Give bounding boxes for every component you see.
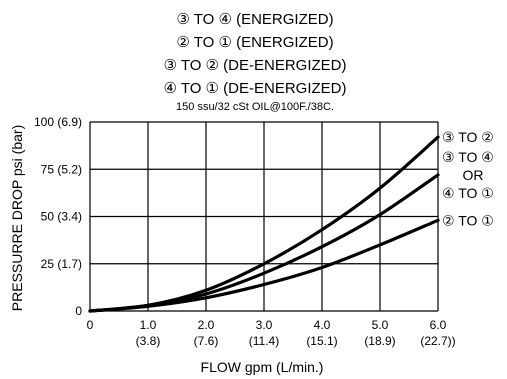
- y-tick-label: 0: [75, 304, 82, 318]
- series-label: ③ TO ④: [442, 149, 494, 165]
- series-line-3: [88, 218, 440, 313]
- x-tick-label: 1.0: [140, 318, 157, 332]
- x-tick-label: 2.0: [198, 318, 215, 332]
- y-tick-label: 50 (3.4): [41, 210, 82, 224]
- x-tick-sublabel: (18.9): [364, 334, 395, 348]
- y-tick-label: 100 (6.9): [34, 115, 82, 129]
- chart-title: ③ TO ④ (ENERGIZED) ② TO ① (ENERGIZED) ③ …: [163, 11, 346, 113]
- y-tick-label: 75 (5.2): [41, 162, 82, 176]
- x-axis-ticks: 0 1.0 (3.8) 2.0 (7.6) 3.0 (11.4) 4.0 (15.1) 5.0 (1…: [87, 318, 456, 348]
- x-tick-label: 5.0: [372, 318, 389, 332]
- x-tick-sublabel: (7.6): [194, 334, 219, 348]
- x-tick-sublabel: (22.7)): [420, 334, 455, 348]
- x-tick-sublabel: (15.1): [306, 334, 337, 348]
- y-tick-label: 25 (1.7): [41, 257, 82, 271]
- series-label: ③ TO ②: [442, 129, 494, 145]
- title-line-4: ④ TO ① (DE-ENERGIZED): [163, 80, 346, 97]
- x-tick-label: 4.0: [314, 318, 331, 332]
- x-tick-label: 6.0: [430, 318, 447, 332]
- series-lines: [88, 135, 440, 313]
- title-line-3: ③ TO ② (DE-ENERGIZED): [163, 57, 346, 74]
- chart-subtitle: 150 ssu/32 cSt OIL@100F./38C.: [176, 101, 334, 113]
- series-labels: ③ TO ② ③ TO ④ OR ④ TO ① ② TO ①: [442, 129, 494, 228]
- x-tick-sublabel: (3.8): [136, 334, 161, 348]
- x-tick-label: 3.0: [256, 318, 273, 332]
- series-label: ④ TO ①: [442, 185, 494, 201]
- series-label: OR: [463, 167, 484, 183]
- y-axis-ticks: 0 25 (1.7) 50 (3.4) 75 (5.2) 100 (6.9): [34, 115, 82, 318]
- title-line-1: ③ TO ④ (ENERGIZED): [176, 11, 333, 28]
- x-tick-label: 0: [87, 318, 94, 332]
- grid: [89, 121, 439, 312]
- series-label: ② TO ①: [442, 212, 494, 228]
- x-axis-label: FLOW gpm (L/min.): [201, 359, 324, 375]
- title-line-2: ② TO ① (ENERGIZED): [176, 34, 333, 51]
- y-axis-label: PRESSURRE DROP psi (bar): [9, 125, 25, 311]
- x-tick-sublabel: (11.4): [249, 334, 279, 348]
